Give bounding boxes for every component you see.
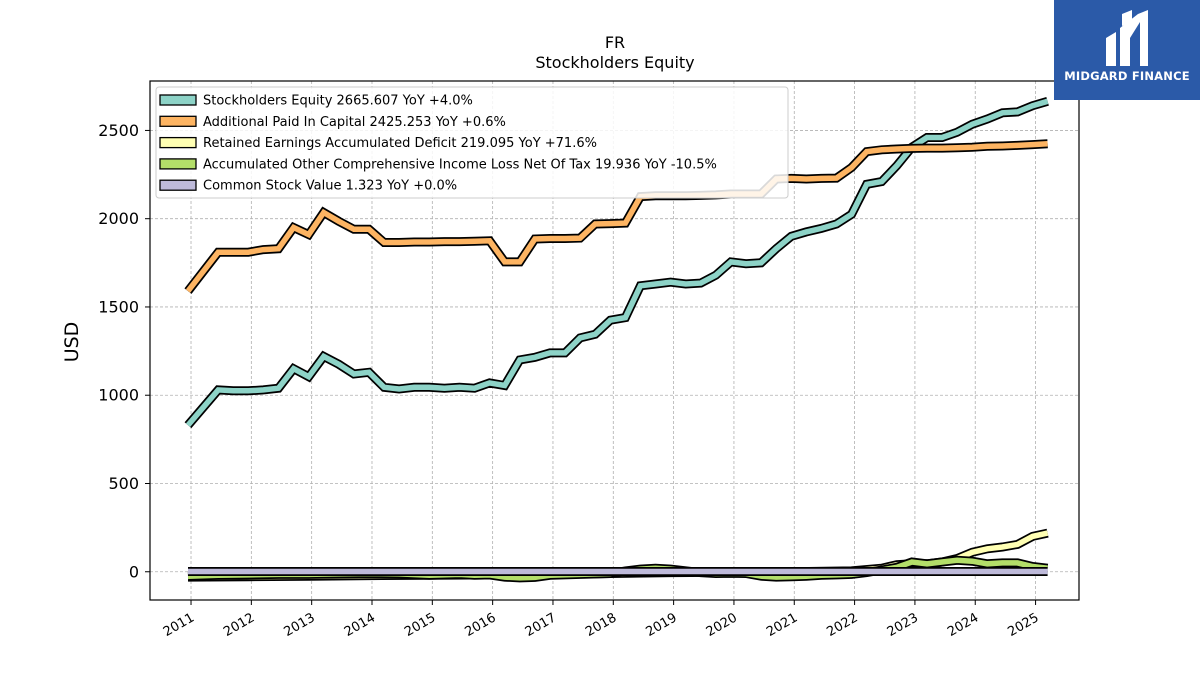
x-tick-label: 2013 bbox=[282, 610, 318, 640]
legend-label: Stockholders Equity 2665.607 YoY +4.0% bbox=[203, 94, 473, 109]
midgard-logo: MIDGARD FINANCE bbox=[1054, 0, 1200, 100]
x-tick-label: 2021 bbox=[764, 610, 800, 640]
series-line-stroke bbox=[185, 140, 1048, 293]
y-tick-label: 0 bbox=[129, 562, 139, 581]
legend-swatch bbox=[159, 136, 197, 149]
x-tick-label: 2016 bbox=[462, 610, 498, 640]
x-tick-label: 2018 bbox=[583, 610, 619, 640]
x-tick-label: 2017 bbox=[523, 610, 559, 640]
x-ticks: 2011 2012 2013 2014 2015 2016 2017 2018 2019 2020… bbox=[161, 600, 1042, 640]
x-tick-label: 2011 bbox=[161, 610, 197, 640]
series-line-1 bbox=[184, 139, 1048, 294]
x-tick-label: 2012 bbox=[221, 610, 257, 640]
legend-label: Common Stock Value 1.323 YoY +0.0% bbox=[203, 179, 457, 194]
legend-box bbox=[155, 86, 789, 199]
legend-swatch bbox=[159, 94, 197, 106]
series-layer bbox=[184, 96, 1049, 583]
x-tick-label: 2015 bbox=[402, 610, 438, 640]
legend-label: Additional Paid In Capital 2425.253 YoY … bbox=[203, 115, 506, 130]
x-tick-label: 2025 bbox=[1005, 610, 1041, 640]
y-tick-label: 2500 bbox=[98, 121, 139, 140]
x-tick-label: 2020 bbox=[704, 610, 740, 640]
legend-swatch bbox=[159, 179, 197, 191]
midgard-logo-icon bbox=[1106, 10, 1148, 66]
chart-title: FR bbox=[605, 33, 625, 52]
x-tick-label: 2014 bbox=[342, 610, 378, 640]
series-line-0 bbox=[184, 96, 1049, 429]
y-tick-label: 2000 bbox=[98, 209, 139, 228]
series-line-stroke bbox=[185, 98, 1049, 427]
x-tick-label: 2019 bbox=[643, 610, 679, 640]
legend: Stockholders Equity 2665.607 YoY +4.0% Ad… bbox=[155, 86, 789, 199]
chart-subtitle: Stockholders Equity bbox=[535, 53, 694, 72]
y-tick-label: 500 bbox=[108, 474, 139, 493]
legend-swatch bbox=[159, 115, 197, 127]
y-tick-label: 1500 bbox=[98, 297, 139, 316]
y-ticks: 0 500 1000 1500 2000 2500 bbox=[98, 121, 150, 581]
y-tick-label: 1000 bbox=[98, 386, 139, 405]
x-tick-label: 2023 bbox=[885, 610, 921, 640]
legend-label: Accumulated Other Comprehensive Income L… bbox=[203, 157, 717, 172]
legend-swatch bbox=[159, 158, 197, 170]
x-tick-label: 2024 bbox=[945, 610, 981, 640]
y-axis-label: USD bbox=[61, 322, 83, 363]
legend-label: Retained Earnings Accumulated Deficit 21… bbox=[203, 136, 597, 151]
x-tick-label: 2022 bbox=[824, 610, 860, 640]
logo-name: MIDGARD FINANCE bbox=[1064, 69, 1190, 83]
plot-frame bbox=[149, 80, 1080, 601]
